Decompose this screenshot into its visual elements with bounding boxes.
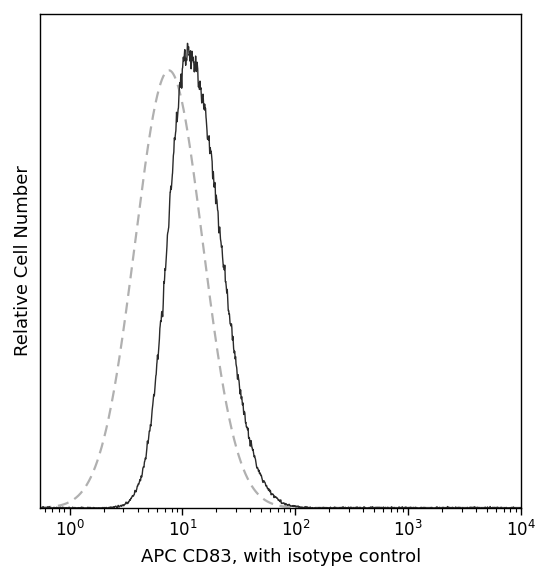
X-axis label: APC CD83, with isotype control: APC CD83, with isotype control bbox=[141, 548, 421, 566]
Y-axis label: Relative Cell Number: Relative Cell Number bbox=[14, 165, 32, 356]
